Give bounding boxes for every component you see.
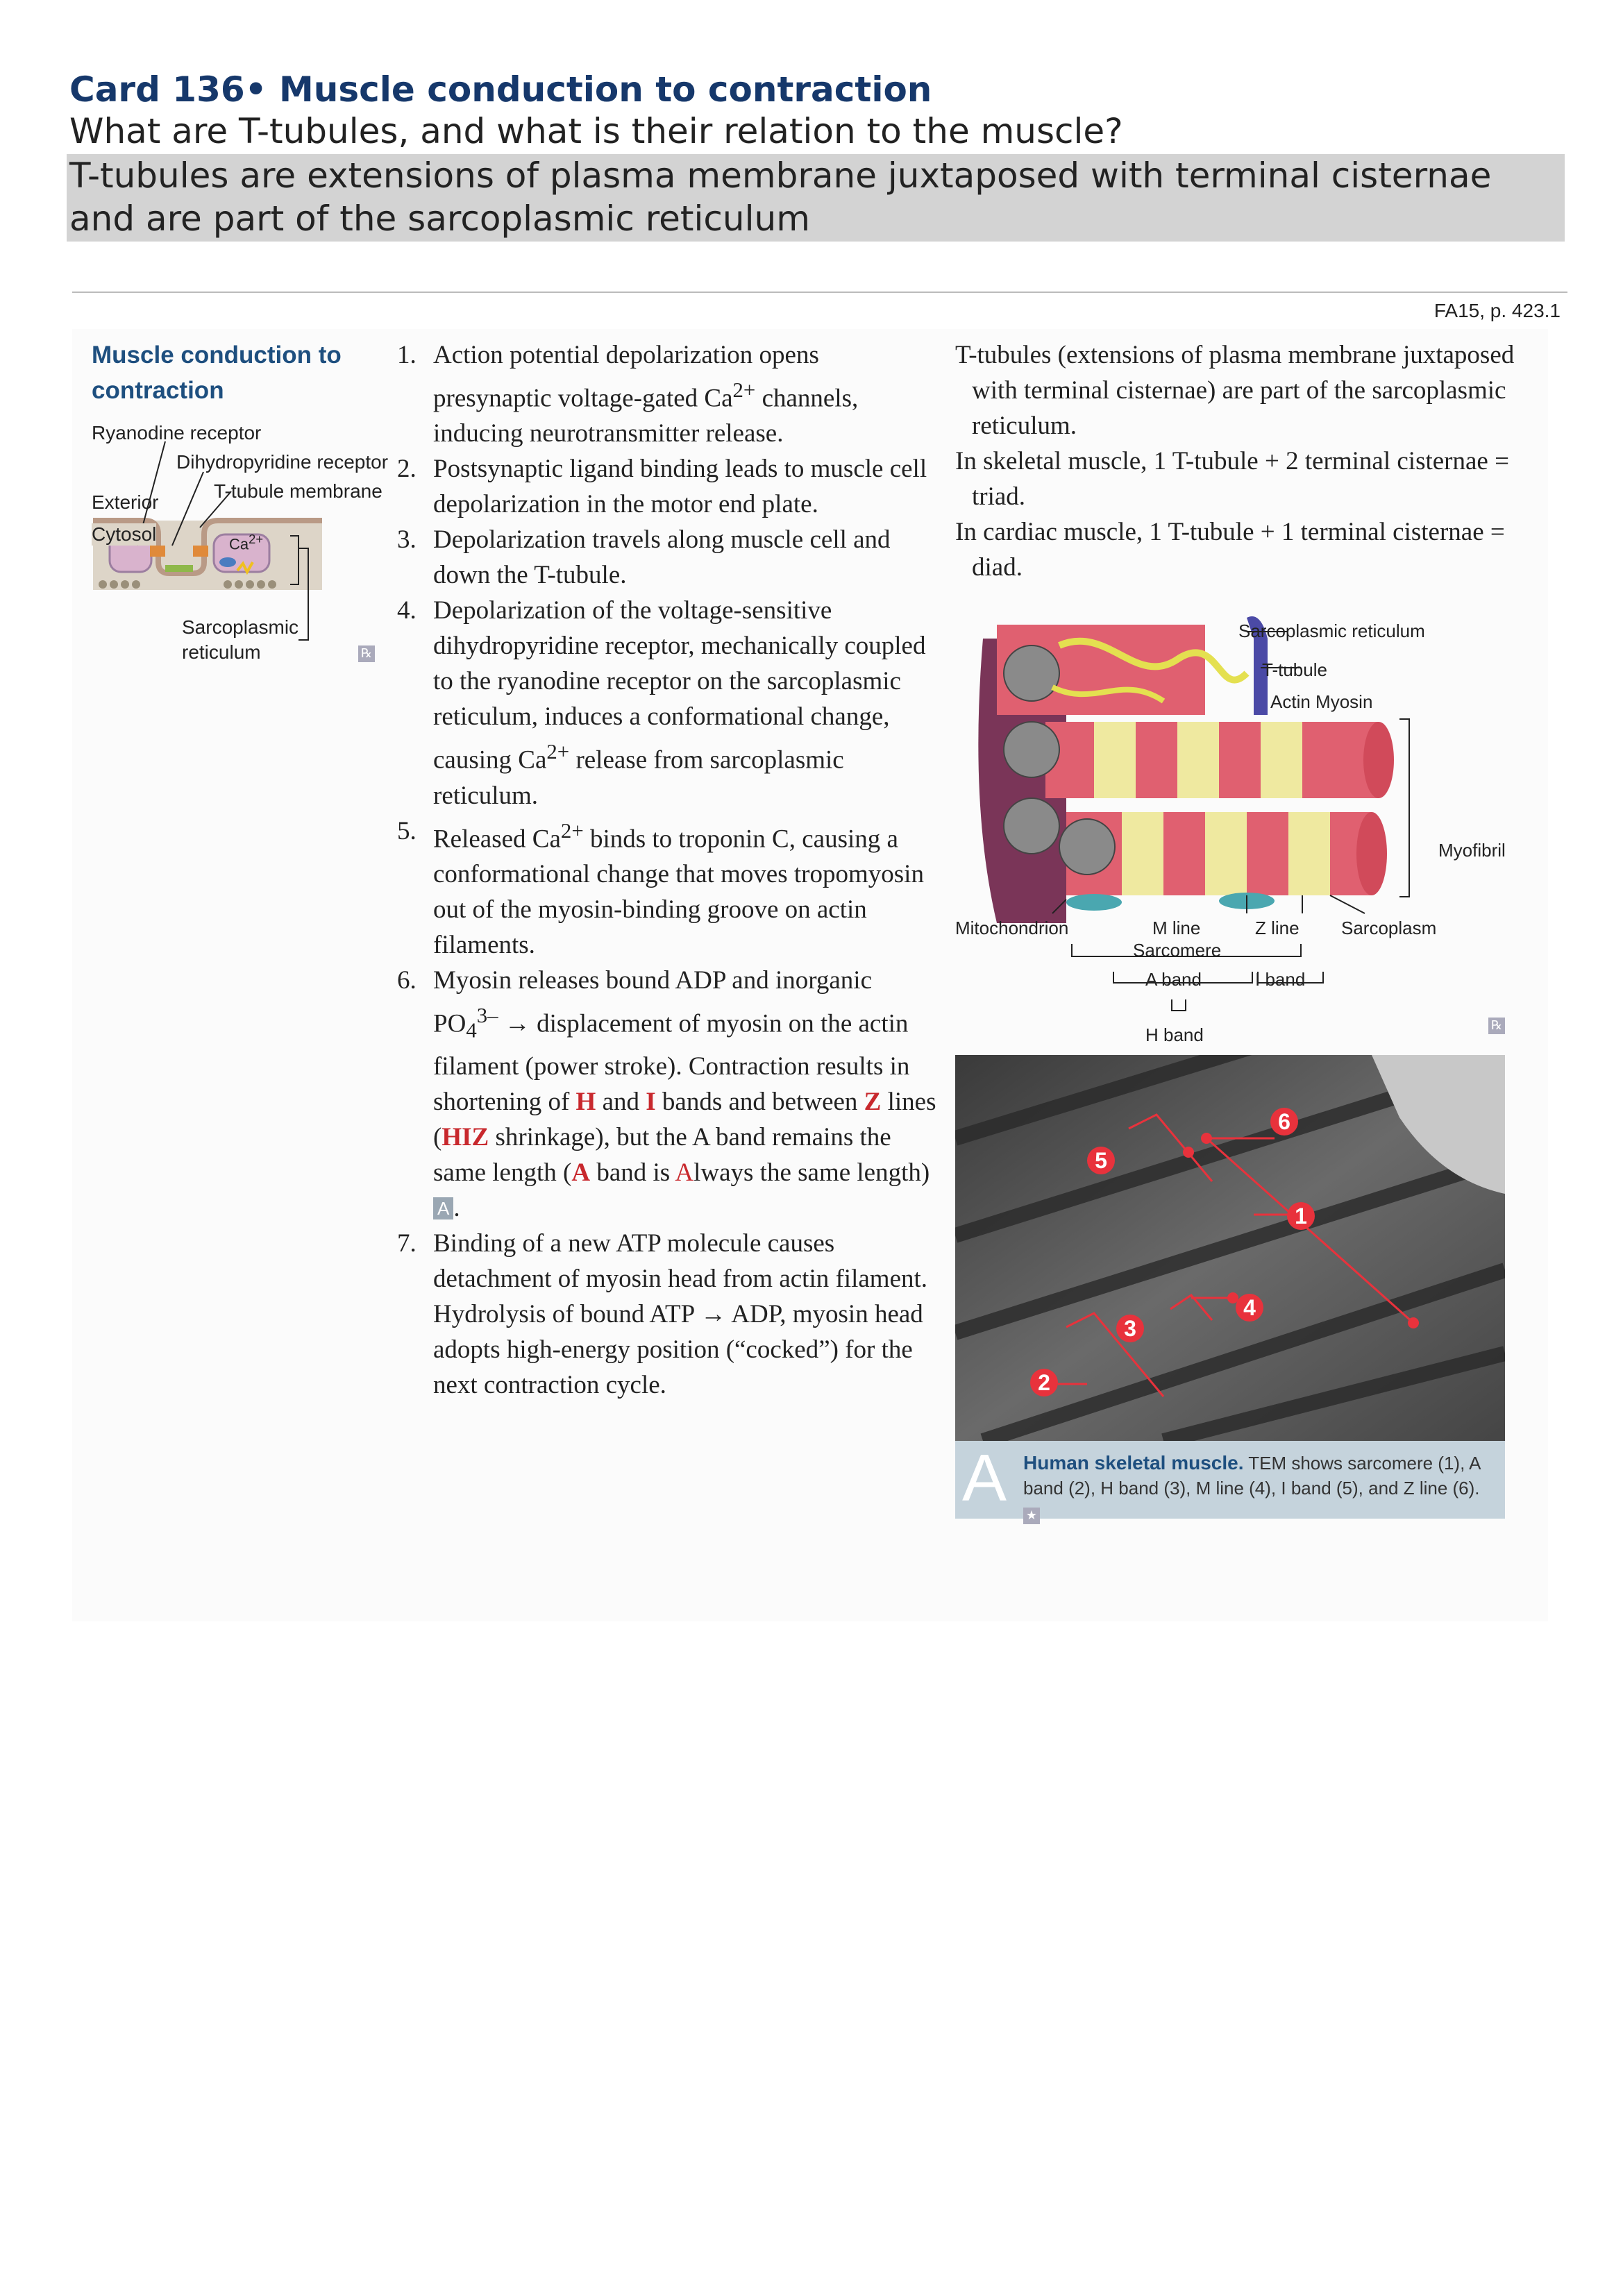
cytosol-label: Cytosol	[92, 523, 157, 546]
step-item: 6. Myosin releases bound ADP and inorgani…	[397, 965, 936, 1222]
a-band-label: A band	[1145, 969, 1202, 990]
sarcoplasmic-reticulum-label: Sarcoplasmic reticulum	[182, 616, 299, 663]
sarcomere-label: Sarcomere	[1133, 940, 1222, 961]
tem-marker-6: 6	[1270, 1108, 1298, 1136]
note-paragraph: T-tubules (extensions of plasma membrane…	[955, 341, 1515, 440]
sarcoplasm-label: Sarcoplasm	[1341, 918, 1437, 938]
step-item: 2. Postsynaptic ligand binding leads to m…	[397, 455, 927, 519]
contraction-steps: 1. Action potential depolarization opens …	[397, 337, 939, 1403]
m-line-label: M line	[1152, 918, 1201, 938]
myofibril-label: Myofibril	[1438, 840, 1506, 861]
answer-box: T-tubules are extensions of plasma membr…	[67, 154, 1565, 242]
figure-caption: Human skeletal muscle. TEM shows sarcome…	[1023, 1452, 1480, 1524]
rx-icon: ℞	[1488, 1018, 1505, 1034]
step-item: 4. Depolarization of the voltage-sensitiv…	[397, 596, 926, 810]
sarcoplasmic-reticulum-label: Sarcoplasmic reticulum	[1238, 621, 1425, 641]
step-item: 5. Released Ca2+ binds to troponin C, cau…	[397, 816, 924, 959]
muscle-fiber-illustration	[978, 616, 1410, 1011]
t-tubule-notes: T-tubules (extensions of plasma membrane…	[955, 337, 1552, 585]
page-reference: FA15, p. 423.1	[1433, 300, 1561, 321]
step-item: 1. Action potential depolarization opens …	[397, 341, 859, 448]
actin-myosin-label: Actin Myosin	[1270, 691, 1373, 712]
note-paragraph: In cardiac muscle, 1 T-tubule + 1 termin…	[955, 518, 1505, 582]
card-question: What are T-tubules, and what is their re…	[69, 111, 1123, 151]
tem-marker-2: 2	[1030, 1369, 1058, 1396]
section-title: Muscle conduction to contraction	[92, 337, 342, 408]
section-title-line-2: contraction	[92, 377, 224, 404]
ryanodine-receptor-label: Ryanodine receptor	[92, 422, 262, 444]
card-title: Card 136• Muscle conduction to contracti…	[69, 69, 932, 110]
mitochondrion-label: Mitochondrion	[955, 918, 1069, 938]
tem-marker-5: 5	[1087, 1147, 1115, 1174]
t-tubule-label: T-tubule	[1262, 659, 1327, 680]
tem-micrograph: 1 2 3 4 5 6	[955, 1055, 1505, 1441]
tem-marker-1: 1	[1287, 1202, 1315, 1230]
dihydropyridine-receptor-label: Dihydropyridine receptor	[176, 451, 389, 473]
h-band-label: H band	[1145, 1024, 1204, 1045]
tem-marker-3: 3	[1116, 1315, 1144, 1342]
z-line-label: Z line	[1255, 918, 1300, 938]
figure-caption-box	[955, 1441, 1505, 1519]
section-title-line-1: Muscle conduction to	[92, 341, 342, 369]
divider	[72, 292, 1567, 293]
i-band-label: I band	[1255, 969, 1306, 990]
note-paragraph: In skeletal muscle, 1 T-tubule + 2 termi…	[955, 447, 1509, 511]
tem-marker-4: 4	[1236, 1294, 1263, 1322]
answer-line-2: and are part of the sarcoplasmic reticul…	[69, 199, 810, 239]
exterior-label: Exterior	[92, 491, 159, 513]
rx-icon: ℞	[358, 645, 375, 662]
star-icon: ★	[1023, 1508, 1040, 1524]
answer-line-1: T-tubules are extensions of plasma membr…	[69, 155, 1492, 196]
figure-a-tag: A	[433, 1197, 454, 1219]
calcium-label: Ca2+	[229, 532, 264, 553]
step-item: 3. Depolarization travels along muscle ce…	[397, 525, 891, 590]
figure-letter: A	[962, 1441, 1007, 1515]
t-tubule-membrane-label: T-tubule membrane	[214, 480, 382, 502]
step-item: 7. Binding of a new ATP molecule causes d…	[397, 1229, 928, 1399]
